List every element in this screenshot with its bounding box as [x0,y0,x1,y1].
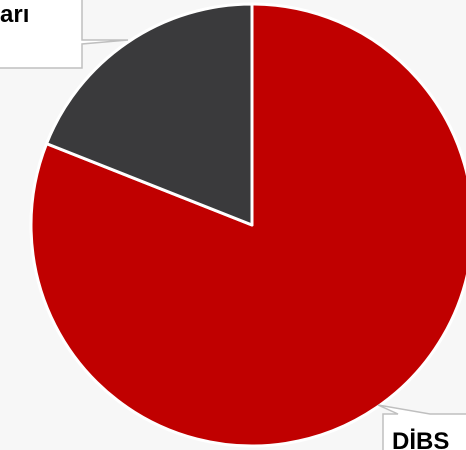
callout-red-label: DİBS [392,428,449,450]
callout-red-box [377,404,466,450]
callout-red-slice: DİBS [377,404,466,450]
callout-dark-slice: arı [0,0,129,69]
callout-dark-box [0,0,129,69]
pie-slices [29,2,466,448]
pie-slice-dark [45,2,254,227]
callout-dark-label: arı [0,1,29,28]
